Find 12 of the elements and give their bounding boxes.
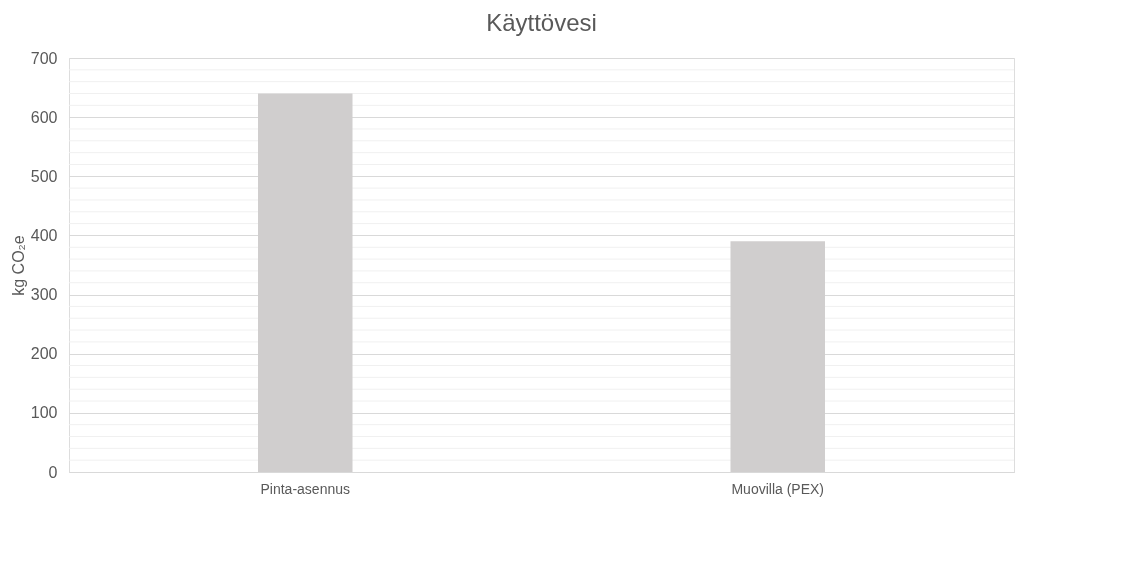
y-tick-label: 600 — [30, 108, 58, 126]
y-tick-label: 100 — [30, 404, 58, 422]
x-tick-label: Muovilla (PEX) — [731, 480, 825, 497]
x-tick-label: Pinta-asennus — [260, 480, 351, 497]
y-tick-label: 500 — [30, 167, 58, 185]
y-tick-label: 0 — [48, 463, 58, 481]
y-axis-title: kg CO₂e — [9, 235, 27, 296]
y-tick-label: 200 — [30, 345, 58, 363]
chart-title: Käyttövesi — [486, 9, 597, 36]
y-tick-label: 700 — [30, 49, 58, 67]
y-tick-label: 400 — [30, 226, 58, 244]
y-tick-label: 300 — [30, 286, 58, 304]
